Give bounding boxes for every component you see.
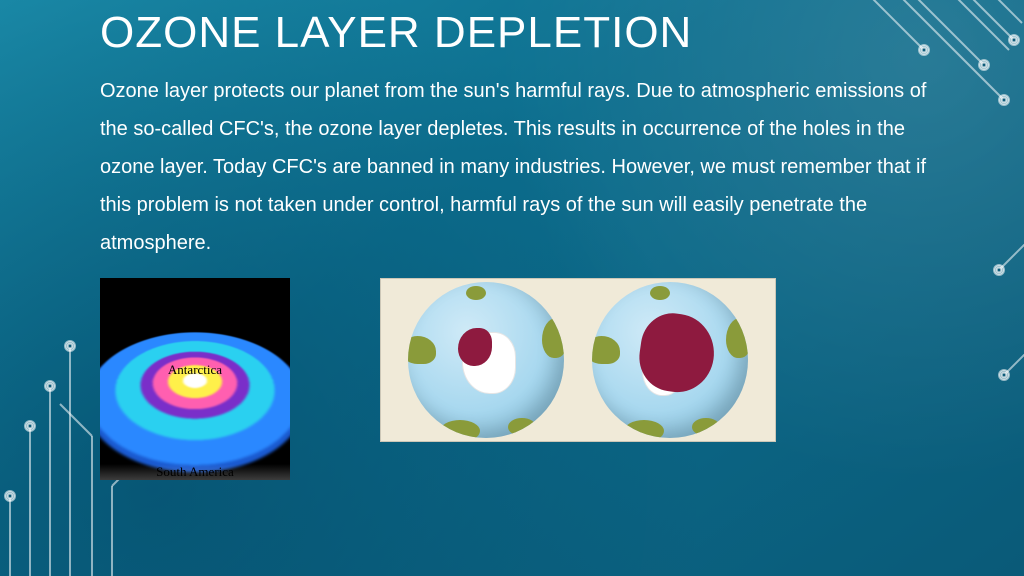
globe-after: [592, 282, 748, 438]
ozone-hole-globes-image: [380, 278, 776, 442]
antarctica-ozone-image: Antarctica South America: [100, 278, 290, 480]
slide-body-text: Ozone layer protects our planet from the…: [100, 72, 929, 262]
ozone-heatmap: [100, 332, 290, 472]
globe-before: [408, 282, 564, 438]
south-america-label: South America: [100, 464, 290, 480]
image-row: Antarctica South America: [100, 278, 929, 480]
antarctica-label: Antarctica: [100, 362, 290, 378]
slide-content: OZONE LAYER DEPLETION Ozone layer protec…: [0, 0, 1024, 480]
slide-title: OZONE LAYER DEPLETION: [100, 8, 929, 58]
